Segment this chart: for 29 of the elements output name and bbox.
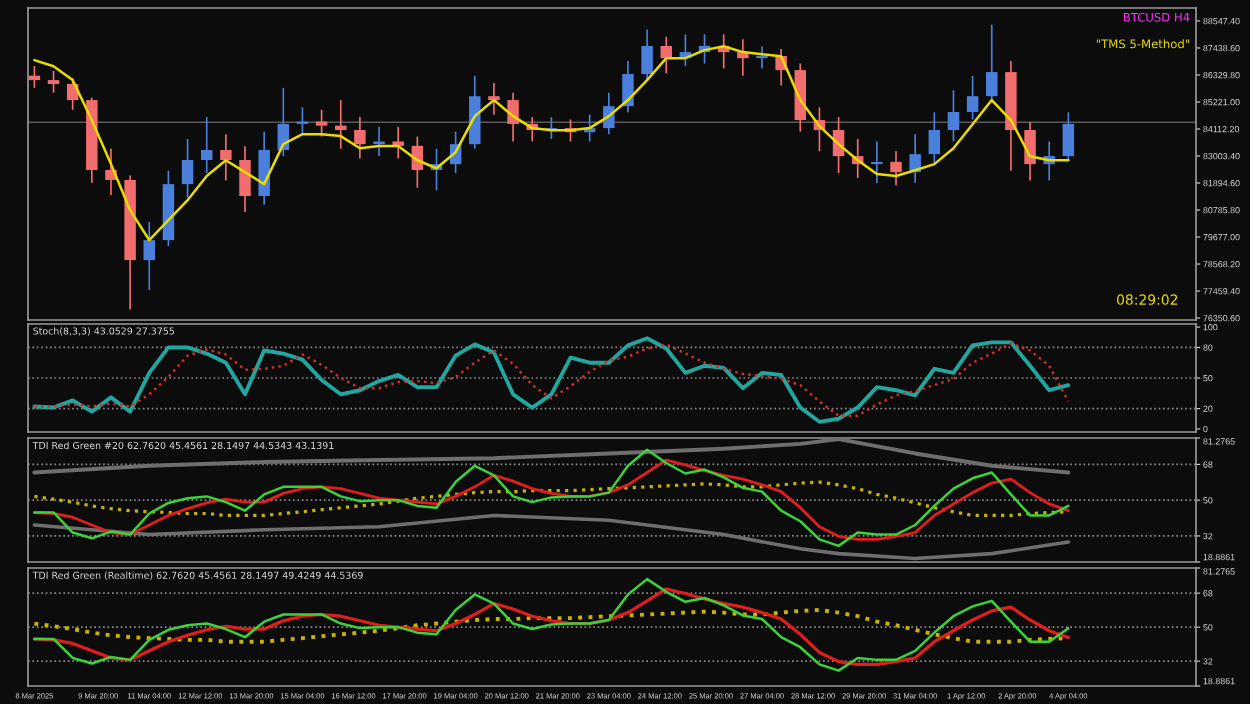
candlestick [220,133,232,182]
candlestick [986,23,998,104]
candlestick [239,145,251,213]
candlestick [296,106,309,135]
candlestick [392,126,404,160]
candlestick [871,140,883,184]
candlestick [507,91,519,143]
candlestick [200,116,213,174]
candlestick [928,111,941,165]
candlestick [1024,121,1036,182]
candlestick [622,60,634,114]
candlestick [1062,111,1075,162]
candlestick [966,74,979,121]
candlestick [354,116,366,160]
candlestick [469,74,481,150]
candlestick [947,89,960,143]
candlestick [315,108,328,138]
candlestick [756,45,768,70]
candlestick [488,82,500,116]
candlestick [890,150,902,187]
candlestick [373,126,385,157]
candlestick [47,70,60,94]
candlestick [143,221,156,291]
line-series [32,438,1071,475]
candlestick [641,28,653,82]
candlestick [181,138,194,199]
line-series [32,513,1071,561]
candlestick [909,133,921,184]
candlestick [258,130,270,206]
